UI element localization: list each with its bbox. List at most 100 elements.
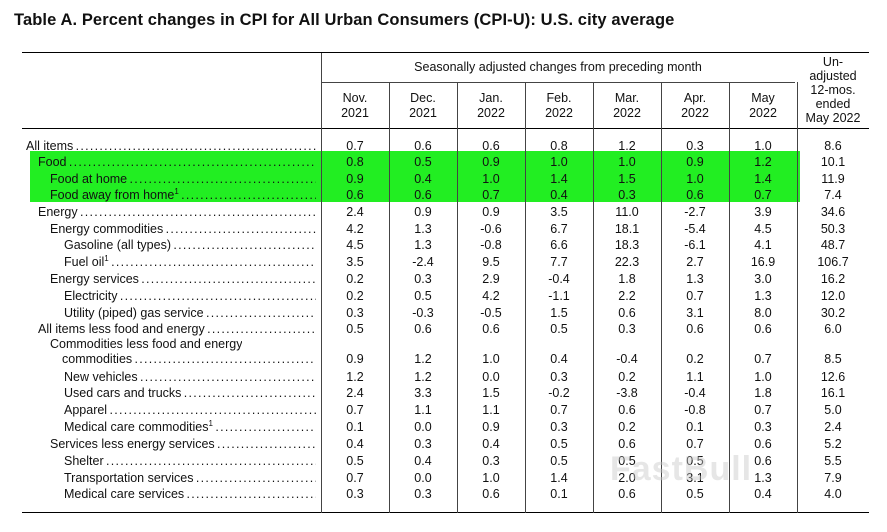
row-label: Energy services — [50, 272, 316, 286]
value-cell: 2.9 — [482, 272, 500, 286]
value-cell: 0.0 — [482, 370, 500, 384]
unadjusted-header-line: adjusted — [809, 69, 857, 83]
row-label: Services less energy services — [50, 437, 316, 451]
value-cell: 11.0 — [615, 205, 639, 219]
value-cell: 1.0 — [618, 155, 636, 169]
value-cell: 0.3 — [618, 322, 636, 336]
value-cell: 3.5 — [550, 205, 568, 219]
value-cell: 0.5 — [414, 289, 432, 303]
value-cell: 0.6 — [414, 188, 432, 202]
value-cell: 0.1 — [346, 420, 364, 434]
value-cell: 0.7 — [550, 403, 568, 417]
value-cell: 0.5 — [550, 454, 568, 468]
value-cell: 1.3 — [754, 471, 772, 485]
footnote-marker: 1 — [104, 255, 109, 263]
value-cell: 1.0 — [482, 172, 500, 186]
row-label-name: Shelter — [64, 454, 104, 468]
row-label-name: Energy — [38, 205, 78, 219]
value-cell: -0.4 — [548, 272, 570, 286]
value-cell: -0.2 — [548, 386, 570, 400]
value-cell: 0.5 — [346, 322, 364, 336]
unadjusted-value-cell: 16.2 — [820, 272, 846, 286]
value-cell: 3.0 — [754, 272, 772, 286]
value-cell: 0.3 — [686, 139, 704, 153]
value-cell: 0.3 — [346, 487, 364, 501]
value-cell: 0.6 — [482, 487, 500, 501]
value-cell: 16.9 — [750, 255, 776, 269]
row-label: Transportation services — [64, 471, 316, 485]
value-cell: 0.1 — [686, 420, 704, 434]
value-cell: 0.4 — [754, 487, 772, 501]
value-cell: 1.3 — [754, 289, 772, 303]
unadjusted-value-cell: 7.9 — [824, 471, 842, 485]
value-cell: 1.8 — [618, 272, 636, 286]
value-cell: 0.7 — [686, 289, 704, 303]
row-label-name: Apparel — [64, 403, 108, 417]
unadjusted-value-cell: 16.1 — [820, 386, 846, 400]
value-cell: 1.3 — [686, 272, 704, 286]
value-cell: 6.6 — [550, 238, 568, 252]
row-label-name: Transportation services — [64, 471, 194, 485]
row-label-text: Medical care services — [64, 487, 316, 501]
value-cell: 0.5 — [618, 454, 636, 468]
value-cell: -0.4 — [616, 352, 638, 366]
value-cell: 6.7 — [550, 222, 568, 236]
value-cell: 0.9 — [482, 420, 500, 434]
value-cell: 4.2 — [346, 222, 364, 236]
value-cell: 1.2 — [414, 370, 432, 384]
value-cell: 0.6 — [618, 306, 636, 320]
value-cell: -2.7 — [684, 205, 706, 219]
value-cell: 0.3 — [414, 272, 432, 286]
row-label: Energy — [38, 205, 316, 219]
value-cell: 0.9 — [686, 155, 704, 169]
row-label-text: All items less food and energy — [38, 322, 316, 336]
food-highlight — [30, 151, 800, 202]
unadjusted-value-cell: 48.7 — [820, 238, 846, 252]
value-cell: 0.5 — [686, 454, 704, 468]
unadjusted-value-cell: 2.4 — [824, 420, 842, 434]
unadjusted-header-line: ended — [815, 97, 851, 111]
value-cell: 0.2 — [346, 289, 364, 303]
value-cell: 3.1 — [686, 306, 704, 320]
value-cell: 0.6 — [618, 437, 636, 451]
value-cell: 0.5 — [550, 322, 568, 336]
column-divider — [457, 82, 458, 513]
value-cell: 22.3 — [614, 255, 640, 269]
month-header: Apr. 2022 — [661, 91, 729, 120]
value-cell: -3.8 — [616, 386, 638, 400]
value-cell: 0.0 — [414, 420, 432, 434]
value-cell: 0.2 — [346, 272, 364, 286]
value-cell: 0.6 — [482, 322, 500, 336]
row-label: All items — [26, 139, 316, 153]
row-label-name: Services less energy services — [50, 437, 215, 451]
value-cell: 0.5 — [414, 155, 432, 169]
row-label-name: New vehicles — [64, 370, 138, 384]
value-cell: 2.7 — [686, 255, 704, 269]
value-cell: 1.3 — [414, 238, 432, 252]
value-cell: -0.4 — [684, 386, 706, 400]
value-cell: 1.0 — [686, 172, 704, 186]
watermark: FastBull — [610, 450, 753, 488]
unadjusted-value-cell: 10.1 — [820, 155, 846, 169]
value-cell: 9.5 — [482, 255, 500, 269]
value-cell: 4.2 — [482, 289, 500, 303]
value-cell: 0.3 — [482, 454, 500, 468]
value-cell: 0.4 — [414, 454, 432, 468]
month-header: Dec. 2021 — [389, 91, 457, 120]
month-header: Jan. 2022 — [457, 91, 525, 120]
unadjusted-value-cell: 34.6 — [820, 205, 846, 219]
value-cell: 1.5 — [482, 386, 500, 400]
row-label: Used cars and trucks — [64, 386, 316, 400]
unadjusted-value-cell: 50.3 — [820, 222, 846, 236]
value-cell: 1.1 — [686, 370, 704, 384]
value-cell: 2.2 — [618, 289, 636, 303]
value-cell: 1.0 — [482, 352, 500, 366]
unadjusted-value-cell: 5.0 — [824, 403, 842, 417]
value-cell: 1.2 — [618, 139, 636, 153]
value-cell: 0.3 — [414, 487, 432, 501]
value-cell: 3.3 — [414, 386, 432, 400]
month-header: Feb. 2022 — [525, 91, 593, 120]
row-label: All items less food and energy — [38, 322, 316, 336]
unadjusted-header-line: Un- — [822, 55, 844, 69]
value-cell: 0.7 — [346, 403, 364, 417]
